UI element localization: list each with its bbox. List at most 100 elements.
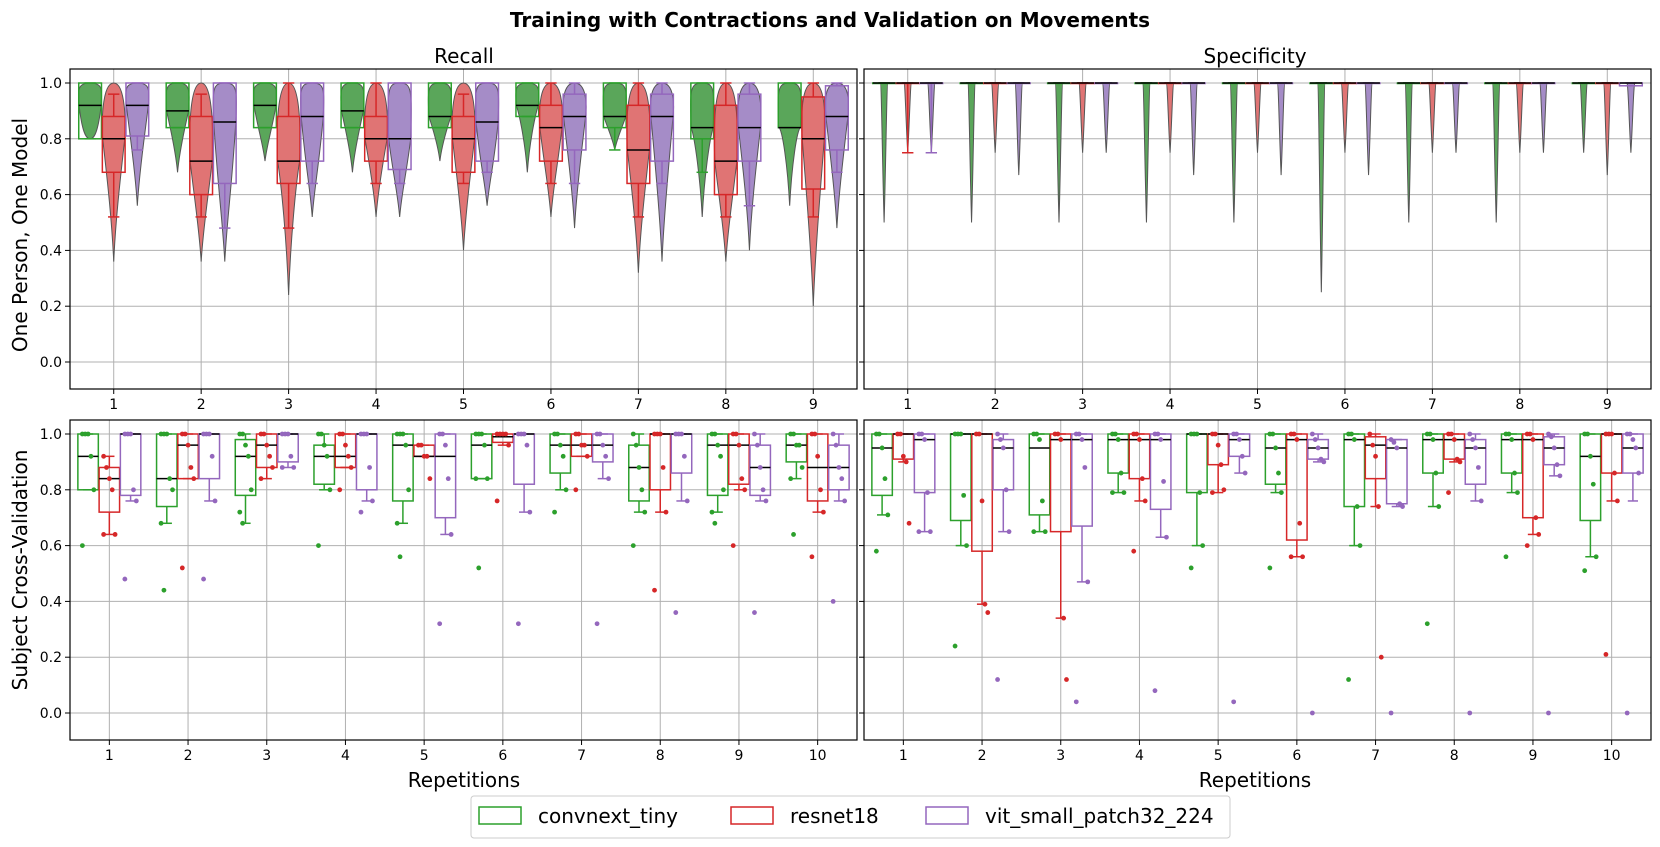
strip-point	[1064, 677, 1069, 682]
strip-point	[1006, 529, 1012, 535]
violin	[212, 82, 237, 262]
strip-point	[1582, 568, 1588, 574]
strip-point	[1527, 431, 1533, 437]
strip-point	[101, 453, 107, 459]
strip-point	[445, 476, 451, 482]
violin	[387, 82, 412, 217]
violin	[1229, 82, 1239, 223]
strip-point	[603, 453, 609, 459]
strip-point	[639, 487, 645, 493]
strip-point	[1037, 437, 1042, 442]
strip-point	[484, 476, 490, 482]
strip-point	[1614, 498, 1620, 504]
strip-point	[919, 431, 925, 437]
violin	[967, 82, 977, 223]
strip-point	[576, 431, 582, 437]
box	[1149, 433, 1172, 511]
box	[1422, 433, 1444, 474]
y-tick-label: 0.4	[40, 243, 62, 259]
strip-point	[1509, 437, 1515, 442]
strip-point	[122, 576, 128, 582]
y-tick-label: 0.2	[40, 299, 62, 315]
box	[334, 433, 357, 469]
strip-point	[1473, 445, 1478, 451]
strip-point	[906, 520, 912, 526]
strip-point	[285, 431, 291, 437]
strip-point	[733, 431, 739, 437]
box	[212, 82, 237, 185]
column-title-recall: Recall	[434, 44, 494, 68]
strip-point	[158, 520, 164, 526]
strip-point	[873, 548, 879, 554]
strip-point	[1612, 470, 1617, 476]
strip-point	[799, 465, 805, 470]
box	[1364, 436, 1387, 480]
box	[515, 82, 540, 118]
strip-point	[1457, 459, 1463, 465]
box	[785, 433, 808, 463]
strip-point	[394, 520, 400, 526]
strip-point	[1152, 688, 1158, 694]
strip-point	[1467, 431, 1473, 437]
strip-point	[900, 453, 906, 459]
panel-3: 0.0 0.2 0.4 0.6 0.8 1.0 1 2 3 4 5 6 7 8 9 10	[40, 419, 858, 764]
strip-point	[958, 431, 964, 437]
strip-point	[1312, 437, 1318, 442]
axes-frame	[863, 68, 1652, 390]
strip-point	[348, 465, 354, 470]
strip-point	[1164, 534, 1169, 540]
violin	[1189, 82, 1199, 176]
box	[626, 104, 651, 185]
strip-point	[1267, 565, 1273, 571]
strip-point	[1061, 615, 1067, 621]
strip-point	[712, 431, 718, 437]
strip-point	[1357, 543, 1363, 548]
strip-point	[882, 476, 888, 482]
strip-point	[1636, 470, 1642, 476]
strip-point	[161, 587, 167, 593]
strip-point	[1239, 453, 1245, 459]
strip-point	[170, 487, 175, 493]
strip-point	[552, 509, 557, 515]
strip-point	[1436, 504, 1442, 509]
strip-point	[721, 487, 726, 493]
strip-point	[1515, 490, 1520, 495]
legend-swatch-resnet	[730, 806, 774, 825]
strip-point	[1373, 453, 1378, 459]
strip-point	[1585, 431, 1590, 437]
strip-point	[1427, 431, 1433, 437]
x-tick-label: 1	[903, 397, 912, 413]
strip-point	[206, 431, 212, 437]
strip-point	[1593, 554, 1599, 560]
strip-point	[1475, 465, 1481, 470]
box	[119, 433, 142, 497]
violin	[1101, 82, 1111, 153]
strip-point	[742, 487, 748, 493]
strip-point	[316, 543, 321, 548]
strip-point	[109, 487, 115, 493]
violin	[515, 82, 540, 173]
strip-point	[321, 442, 327, 448]
strip-point	[594, 621, 600, 627]
box	[1307, 438, 1330, 460]
box	[1128, 433, 1151, 480]
strip-point	[345, 453, 351, 459]
violin	[1141, 82, 1151, 223]
strip-point	[757, 465, 763, 470]
strip-point	[660, 465, 666, 470]
strip-point	[427, 476, 433, 482]
strip-point	[1433, 470, 1439, 476]
strip-point	[240, 520, 246, 526]
x-tick-label: 3	[1078, 397, 1087, 413]
strip-point	[1590, 481, 1596, 487]
strip-point	[1609, 431, 1615, 437]
strip-point	[1451, 437, 1457, 442]
strip-point	[188, 465, 194, 470]
box	[1443, 433, 1466, 460]
strip-point	[264, 442, 270, 448]
strip-point	[524, 442, 530, 448]
strip-point	[1627, 431, 1633, 437]
strip-point	[1142, 498, 1148, 504]
strip-point	[1212, 431, 1218, 437]
strip-point	[898, 431, 903, 437]
